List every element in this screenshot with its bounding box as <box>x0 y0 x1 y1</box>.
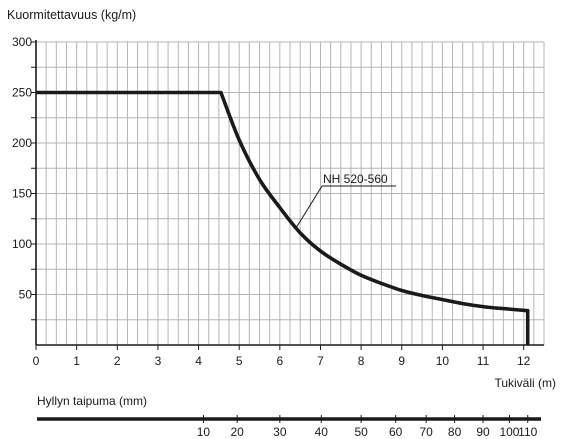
annotation-leader-line <box>295 185 323 229</box>
secondary-tick-label: 100 <box>499 425 519 439</box>
x-tick-label: 0 <box>33 354 40 368</box>
x-axis-title: Tukiväli (m) <box>494 376 556 390</box>
secondary-tick-label: 90 <box>476 425 490 439</box>
secondary-tick-label: 10 <box>197 425 211 439</box>
x-tick-labels: 0 1 2 3 4 5 6 7 8 9 10 11 12 <box>33 354 531 368</box>
series-group <box>36 90 530 345</box>
x-tick-label: 11 <box>477 354 490 368</box>
x-tick-label: 10 <box>436 354 450 368</box>
x-tick-label: 5 <box>236 354 243 368</box>
secondary-tick-label: 80 <box>448 425 462 439</box>
secondary-tick-label: 30 <box>273 425 287 439</box>
y-tick-label: 100 <box>12 237 32 251</box>
secondary-tick-label: 110 <box>518 425 537 439</box>
y-tick-label: 300 <box>12 35 32 49</box>
secondary-tick-label: 50 <box>354 425 368 439</box>
x-tick-label: 3 <box>155 354 162 368</box>
series-line-nh-520-560 <box>36 90 530 345</box>
x-tick-label: 6 <box>276 354 283 368</box>
x-tick-label: 8 <box>358 354 365 368</box>
y-tick-label: 150 <box>12 187 32 201</box>
y-tick-labels: 50 100 150 200 250 300 <box>12 35 32 302</box>
x-tick-label: 7 <box>317 354 324 368</box>
secondary-tick-label: 20 <box>230 425 244 439</box>
secondary-tick-label: 70 <box>419 425 433 439</box>
y-tick-label: 200 <box>12 136 32 150</box>
annotation-group: NH 520-560 <box>295 172 396 229</box>
x-tick-label: 9 <box>398 354 405 368</box>
x-tick-label: 4 <box>195 354 202 368</box>
secondary-tick-label: 40 <box>315 425 329 439</box>
x-tick-label: 1 <box>73 354 80 368</box>
y-tick-label: 250 <box>12 86 32 100</box>
x-tick-label: 2 <box>114 354 121 368</box>
grid <box>36 41 545 345</box>
secondary-tick-label: 60 <box>389 425 403 439</box>
secondary-axis-title: Hyllyn taipuma (mm) <box>37 394 147 408</box>
x-tick-label: 12 <box>517 354 531 368</box>
y-axis-title: Kuormitettavuus (kg/m) <box>7 8 136 22</box>
y-tick-label: 50 <box>19 288 33 302</box>
annotation-label: NH 520-560 <box>323 172 388 186</box>
